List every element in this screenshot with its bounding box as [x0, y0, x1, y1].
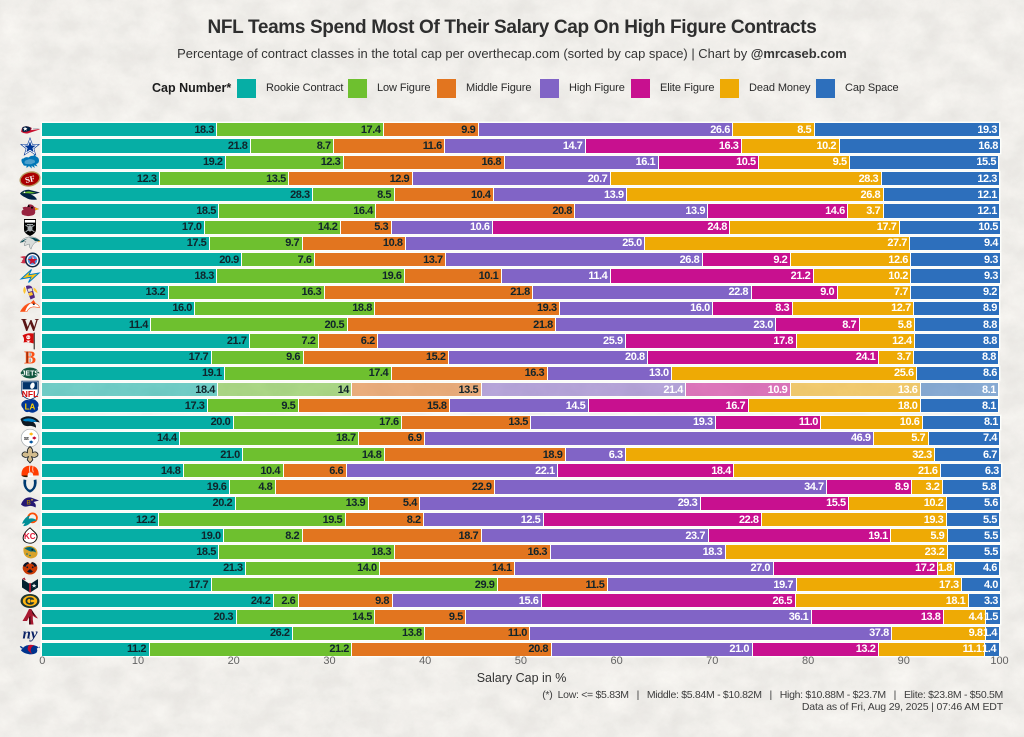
- svg-text:KC: KC: [24, 532, 36, 541]
- svg-text:JETS: JETS: [22, 371, 40, 378]
- svg-text:SF: SF: [24, 172, 36, 184]
- svg-text:B: B: [27, 501, 32, 507]
- svg-text:ny: ny: [23, 627, 38, 643]
- svg-text:B: B: [24, 348, 36, 368]
- svg-text:W: W: [21, 315, 39, 335]
- svg-text:NFL: NFL: [22, 389, 39, 399]
- svg-text:St: St: [24, 436, 29, 442]
- svg-text:LA: LA: [25, 402, 36, 411]
